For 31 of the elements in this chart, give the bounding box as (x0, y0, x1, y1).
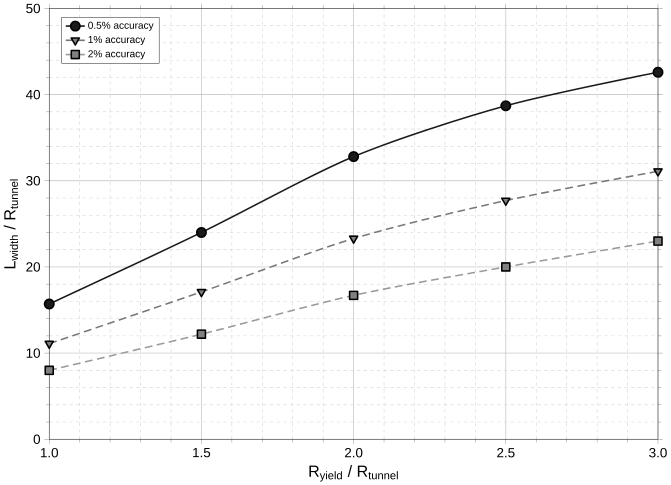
point (44, 365, 54, 375)
x-tick-label: 1.0 (40, 448, 58, 458)
y-axis-title: L$_{width}$ / R$_{tunnel}$ (4, 179, 18, 268)
point (653, 168, 663, 177)
point (196, 226, 207, 238)
point (348, 151, 360, 162)
y-tick-label: 10 (26, 348, 40, 358)
y-tick-label: 20 (26, 262, 40, 272)
point (652, 66, 664, 78)
y-tick-label: 0 (34, 434, 40, 444)
point (501, 262, 511, 272)
point (348, 290, 358, 300)
x-tick-label: 2.5 (497, 448, 515, 458)
x-tick-label: 2.0 (344, 448, 362, 458)
point (196, 288, 206, 298)
point (500, 100, 512, 112)
y-tick-label: 30 (26, 176, 40, 186)
point (500, 197, 511, 206)
point (44, 298, 55, 310)
point (196, 329, 206, 339)
point (44, 340, 54, 349)
legend-label: 1% accuracy (88, 36, 146, 45)
legend-label: 2% accuracy (88, 50, 146, 60)
legend-label: 0.5% accuracy (88, 22, 154, 31)
x-axis-title: R$_{yield}$ / R$_{tunnel}$ (309, 464, 398, 482)
x-tick-label: 3.0 (649, 448, 667, 458)
y-tick-label: 50 (26, 4, 40, 14)
point (348, 235, 358, 244)
point (653, 236, 663, 246)
x-tick-label: 1.5 (193, 448, 210, 458)
y-tick-label: 40 (26, 90, 40, 100)
